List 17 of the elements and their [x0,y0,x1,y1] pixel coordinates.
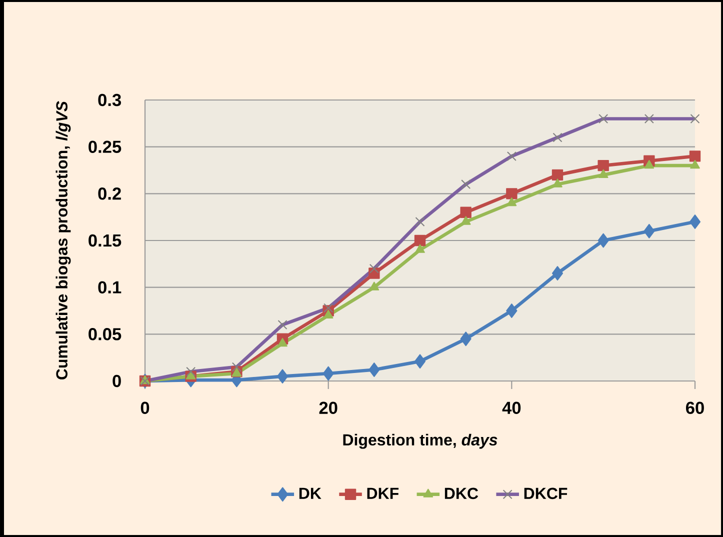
y-tick-label: 0.2 [98,188,121,200]
y-tick-label: 0 [112,374,121,388]
x-tick-label: 20 [319,402,338,414]
legend-label: DKC [444,488,478,500]
y-axis-title: Cumulative biogas production, l/gVS [56,101,71,380]
y-tick-label: 0.25 [88,140,122,153]
legend-label: DKF [367,488,399,499]
x-tick-label: 0 [140,402,150,414]
y-tick-label: 0.05 [88,328,122,340]
x-tick-label: 40 [502,402,521,414]
y-tick-label: 0.15 [88,234,122,247]
y-tick-label: 0.1 [98,281,122,294]
x-tick-label: 60 [686,402,704,414]
legend-label: DK [299,488,322,499]
x-axis-title: Digestion time, days [343,434,498,449]
legend-label: DKCF [524,488,568,500]
y-tick-label: 0.3 [98,94,121,106]
